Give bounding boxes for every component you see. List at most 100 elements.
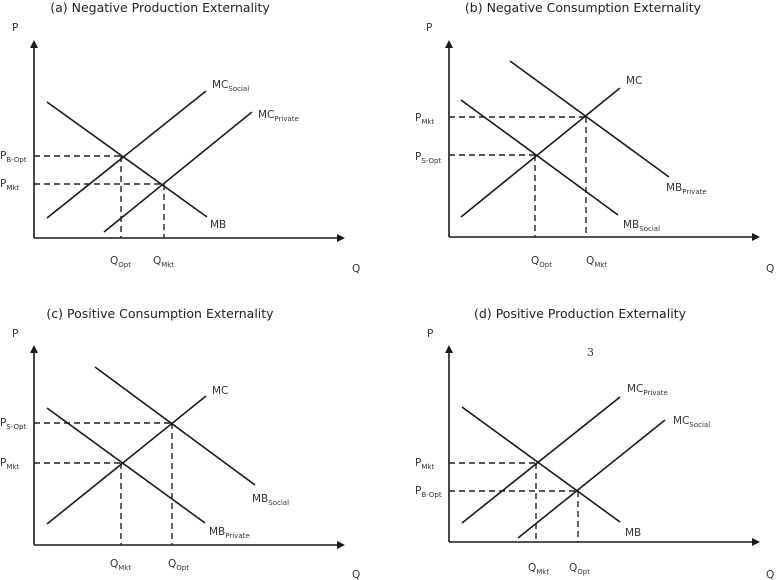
quantity-label: QMkt [110,558,131,572]
quantity-label-main: Q [110,255,118,267]
price-label: PMkt [415,457,434,471]
curve-label: MB [625,527,641,539]
curve-line [461,406,621,523]
curve-line [460,99,619,216]
curve-label: MC [626,75,642,87]
price-label-main: P [415,457,421,469]
price-label-main: P [0,457,6,469]
panel-positive-production: (d) Positive Production ExternalityPQMCP… [415,306,774,580]
curve-label: MBSocial [252,493,289,507]
panel-title: (a) Negative Production Externality [50,0,270,15]
quantity-label-subscript: Mkt [118,564,131,572]
y-axis-arrow-icon [30,40,38,48]
curve-line [461,396,621,524]
price-label-main: P [0,150,6,162]
x-axis-arrow-icon [752,233,760,241]
curve-label-main: MC [673,415,689,427]
x-axis-arrow-icon [752,538,760,546]
quantity-label-subscript: Mkt [594,261,607,269]
curve-label: MBSocial [623,219,660,233]
curve-line [103,111,253,233]
panel-negative-production: (a) Negative Production ExternalityPQMCS… [0,0,360,275]
panel-title: (b) Negative Consumption Externality [465,0,702,15]
curve-line [46,395,207,525]
curve-label-main: MB [209,526,225,538]
curve-label-main: MC [212,79,228,91]
quantity-label-subscript: Mkt [536,568,549,576]
quantity-label: QOpt [569,562,590,576]
price-label-subscript: B-Opt [6,156,26,164]
price-axis-label: P [12,22,18,34]
curve-label-main: MC [258,109,274,121]
curve-label-subscript: Private [274,115,298,123]
curve-label-main: MB [623,219,639,231]
quantity-axis-label: Q [352,263,360,275]
curve-label-subscript: Social [639,225,660,233]
quantity-axis-label: Q [766,569,774,580]
price-label-subscript: Mkt [421,118,434,126]
curve-line [46,90,207,219]
quantity-label: QMkt [586,255,607,269]
panel-positive-consumption: (c) Positive Consumption Externality P Q MB… [0,306,360,580]
x-axis-arrow-icon [337,541,345,549]
price-label-subscript: Mkt [6,463,19,471]
quantity-label-subscript: Opt [118,261,131,269]
price-label: PB-Opt [415,485,442,499]
price-label-subscript: S-Opt [421,157,441,165]
curve-label: MB [210,219,226,231]
curve-label-main: MB [625,527,641,539]
price-label-main: P [415,151,421,163]
curve-label: MBPrivate [209,526,250,540]
quantity-label-main: Q [528,562,536,574]
curve-label-main: MB [210,219,226,231]
curve-line [509,60,670,178]
curve-line [460,87,621,218]
quantity-label: QOpt [168,558,189,572]
quantity-label: QMkt [153,255,174,269]
quantity-label-main: Q [586,255,594,267]
quantity-axis-label: Q [352,569,360,580]
y-axis-arrow-icon [30,345,38,353]
curve-label-main: MB [666,182,682,194]
price-label-subscript: Mkt [421,463,434,471]
quantity-label-main: Q [531,255,539,267]
price-label-main: P [415,112,421,124]
price-axis-label: P [12,328,18,340]
curve-label: MBPrivate [666,182,707,196]
price-label-subscript: B-Opt [421,491,441,499]
curve-label-subscript: Social [689,421,710,429]
quantity-axis-label: Q [766,263,774,275]
curve-label-subscript: Private [225,532,249,540]
quantity-label-main: Q [110,558,118,570]
price-label-subscript: S-Opt [6,423,26,431]
curve-label-subscript: Private [643,389,667,397]
price-label-main: P [0,178,6,190]
curve-line [94,366,256,486]
price-label: PMkt [0,178,19,192]
quantity-label-subscript: Opt [577,568,590,576]
price-label-subscript: Mkt [6,184,19,192]
curve-label: MCSocial [212,79,249,93]
quantity-label: QMkt [528,562,549,576]
curve-label-subscript: Social [228,85,249,93]
page-number: 3 [587,346,594,359]
price-label: PMkt [415,112,434,126]
curve-line [517,419,666,539]
quantity-label-subscript: Opt [176,564,189,572]
quantity-label: QOpt [110,255,131,269]
panel-title: (c) Positive Consumption Externality [46,306,274,321]
price-label-main: P [415,485,421,497]
curve-label-main: MC [626,75,642,87]
price-label: PMkt [0,457,19,471]
price-label: PB-Opt [0,150,27,164]
price-label-main: P [0,417,6,429]
curve-label-main: MB [252,493,268,505]
y-axis-arrow-icon [445,40,453,48]
price-label: PS-Opt [0,417,26,431]
curve-label: MCPrivate [627,383,668,397]
curve-label-main: MC [627,383,643,395]
price-axis-label: P [427,328,433,340]
curve-label: MCSocial [673,415,710,429]
quantity-label-subscript: Mkt [161,261,174,269]
